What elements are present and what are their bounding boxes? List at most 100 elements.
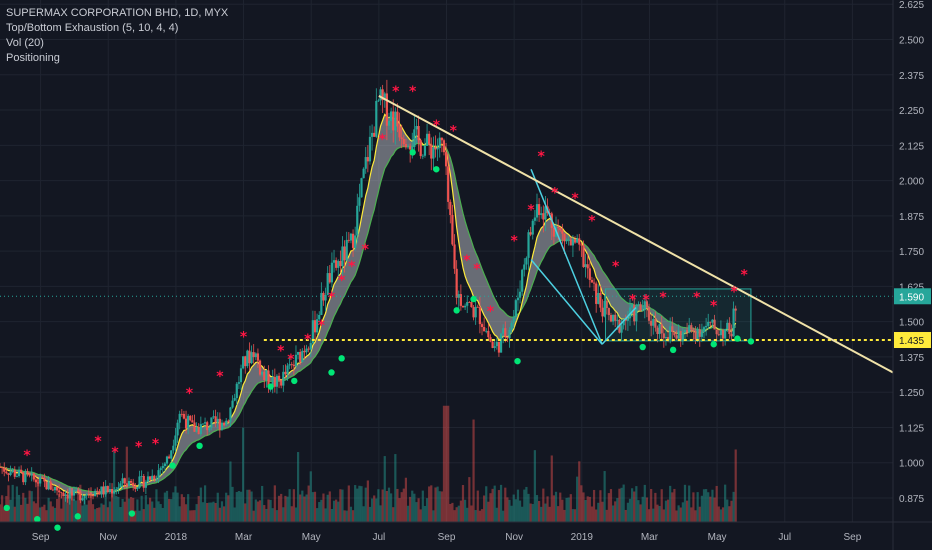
- candle-body: [13, 469, 16, 477]
- candle-body: [305, 348, 308, 353]
- volume-bar: [489, 493, 492, 522]
- volume-bar: [525, 486, 528, 522]
- candle-body: [620, 325, 623, 333]
- volume-bar: [288, 489, 291, 522]
- candle-body: [149, 476, 152, 480]
- candle-body: [609, 315, 613, 322]
- volume-bar: [34, 503, 38, 522]
- volume-bar: [597, 502, 600, 522]
- drawings[interactable]: [0, 95, 894, 374]
- candle-body: [413, 129, 416, 147]
- candle-body: [404, 144, 408, 148]
- volume-bar: [732, 491, 735, 522]
- candle-body: [3, 467, 6, 472]
- volume-bar: [409, 496, 412, 522]
- candle-body: [394, 111, 397, 131]
- volume-bar: [189, 510, 192, 522]
- y-tick-label: 2.125: [899, 141, 924, 152]
- candle-body: [472, 307, 475, 318]
- x-tick-label: May: [708, 532, 727, 543]
- time-scale[interactable]: Sep Nov 2018 Mar May Jul Sep Nov 2019 Mar May Jul Se…: [0, 521, 932, 543]
- candle-body: [307, 348, 310, 350]
- volume-bar: [256, 501, 260, 522]
- candle-body: [275, 375, 279, 387]
- candle-body: [72, 490, 76, 496]
- top-exhaustion-marker: *: [23, 448, 31, 464]
- volume-bar: [0, 504, 2, 522]
- bottom-exhaustion-marker: [453, 307, 460, 314]
- volume-bar: [358, 485, 361, 522]
- volume-bar: [375, 498, 378, 522]
- volume-bar: [263, 505, 266, 522]
- volume-bar: [527, 493, 530, 522]
- indicator-exhaustion[interactable]: Top/Bottom Exhaustion (5, 10, 4, 4): [6, 22, 179, 34]
- volume-bar: [165, 490, 169, 522]
- candle-body: [349, 233, 353, 241]
- volume-bar: [87, 500, 90, 522]
- candle-body: [434, 147, 437, 150]
- volume-bar: [248, 489, 251, 522]
- volume-bar: [464, 499, 467, 522]
- volume-bar: [417, 498, 420, 522]
- candle-body: [711, 319, 714, 323]
- candle-body: [470, 302, 473, 308]
- price-scale[interactable]: 2.625 2.500 2.375 2.250 2.125 2.000 1.875 1.750…: [892, 0, 932, 550]
- candle-body: [540, 213, 543, 215]
- volume-bar: [611, 505, 615, 522]
- candle-body: [301, 350, 304, 363]
- candle-body: [603, 301, 606, 317]
- volume-bar: [650, 488, 653, 522]
- candle-body: [113, 490, 116, 494]
- volume-bar: [307, 485, 310, 522]
- candle-body: [516, 297, 520, 301]
- candle-body: [390, 111, 393, 121]
- candlesticks: [0, 79, 737, 505]
- candle-body: [537, 204, 541, 215]
- candle-body: [330, 262, 334, 283]
- candle-body: [622, 319, 625, 326]
- volume-bar: [569, 494, 572, 522]
- top-exhaustion-marker: *: [642, 293, 650, 309]
- candle-body: [176, 422, 179, 436]
- candle-body: [91, 495, 95, 497]
- volume-bar: [77, 487, 80, 522]
- candle-body: [643, 301, 646, 311]
- candle-body: [89, 494, 93, 496]
- candle-body: [715, 329, 718, 335]
- candle-body: [201, 423, 205, 425]
- volume-bar: [282, 507, 285, 522]
- volume-bar: [36, 477, 40, 522]
- candle-body: [385, 93, 388, 126]
- candle-body: [172, 445, 175, 451]
- top-exhaustion-marker: *: [710, 298, 718, 314]
- candle-body: [508, 329, 511, 339]
- candle-body: [335, 260, 338, 268]
- volume-bar: [535, 495, 539, 522]
- candle-body: [652, 318, 655, 326]
- symbol-title[interactable]: SUPERMAX CORPORATION BHD, 1D, MYX: [6, 7, 229, 19]
- candle-body: [178, 413, 181, 423]
- candle-body: [24, 471, 27, 483]
- volume-bar: [709, 496, 712, 522]
- top-exhaustion-marker: *: [318, 318, 326, 334]
- volume-bar: [459, 500, 462, 522]
- volume-bar: [385, 490, 388, 522]
- candle-body: [326, 273, 329, 295]
- candle-body: [163, 463, 167, 466]
- candle-body: [565, 239, 568, 242]
- candle-body: [280, 380, 283, 386]
- candle-body: [599, 292, 602, 308]
- volume-bar: [168, 498, 171, 522]
- candle-body: [656, 327, 659, 335]
- y-tick-label: 1.625: [899, 282, 924, 293]
- indicator-positioning[interactable]: Positioning: [6, 52, 60, 64]
- bottom-exhaustion-marker: [338, 355, 345, 362]
- volume-bar: [724, 484, 727, 522]
- volume-bar: [683, 484, 687, 522]
- volume-bar: [83, 497, 86, 522]
- top-exhaustion-marker: *: [111, 445, 119, 461]
- candle-body: [347, 239, 350, 241]
- top-exhaustion-marker: *: [287, 352, 295, 368]
- indicator-volume[interactable]: Vol (20): [6, 37, 44, 49]
